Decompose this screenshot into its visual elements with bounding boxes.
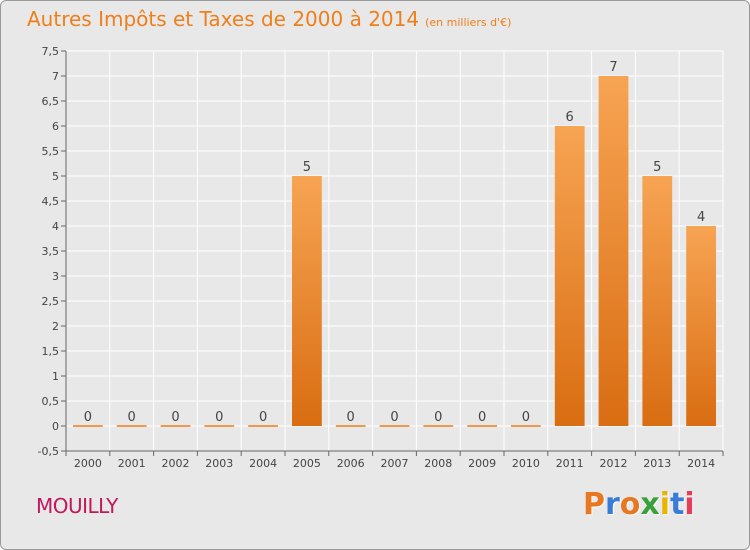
commune-name: MOUILLY xyxy=(36,494,118,518)
bar-value-label: 0 xyxy=(478,410,486,425)
y-tick-label: 2 xyxy=(52,320,59,333)
y-tick-label: 1,5 xyxy=(42,345,60,358)
bar-value-label: 0 xyxy=(128,410,136,425)
x-tick-label: 2011 xyxy=(556,457,584,470)
bar-value-label: 0 xyxy=(390,410,398,425)
bar-value-label: 0 xyxy=(215,410,223,425)
y-tick-label: 1 xyxy=(52,370,59,383)
y-tick-label: 5,5 xyxy=(42,145,60,158)
y-tick-label: 4 xyxy=(52,220,59,233)
x-tick-label: 2008 xyxy=(424,457,452,470)
y-tick-label: 6 xyxy=(52,120,59,133)
y-tick-label: 4,5 xyxy=(42,195,60,208)
bar xyxy=(686,226,716,426)
logo-letter: r xyxy=(605,487,620,522)
y-tick-label: 2,5 xyxy=(42,295,60,308)
x-tick-label: 2009 xyxy=(468,457,496,470)
y-tick-label: 7,5 xyxy=(42,45,60,58)
bar xyxy=(379,425,410,427)
bar-value-label: 0 xyxy=(259,410,267,425)
x-tick-label: 2006 xyxy=(337,457,365,470)
x-tick-label: 2003 xyxy=(205,457,233,470)
logo-letter: i xyxy=(684,487,695,522)
x-tick-label: 2012 xyxy=(600,457,628,470)
bar-value-label: 6 xyxy=(566,110,574,125)
bar xyxy=(116,425,147,427)
logo-letter: P xyxy=(583,487,605,522)
logo-letter: o xyxy=(619,487,641,522)
y-tick-label: 5 xyxy=(52,170,59,183)
bar xyxy=(598,76,629,426)
bar-value-label: 0 xyxy=(84,410,92,425)
bar xyxy=(160,425,191,427)
bar-value-label: 0 xyxy=(347,410,355,425)
bar-value-label: 5 xyxy=(303,160,311,175)
x-tick-label: 2014 xyxy=(687,457,715,470)
bar xyxy=(423,425,454,427)
x-tick-label: 2004 xyxy=(249,457,277,470)
bar xyxy=(335,425,366,427)
y-tick-label: 3,5 xyxy=(42,245,60,258)
logo-letter: t xyxy=(670,487,685,522)
x-tick-label: 2005 xyxy=(293,457,321,470)
bar xyxy=(642,176,673,426)
y-tick-label: 3 xyxy=(52,270,59,283)
bar-value-label: 0 xyxy=(522,410,530,425)
y-tick-label: 0 xyxy=(52,420,59,433)
y-tick-label: 0,5 xyxy=(42,395,60,408)
chart-title: Autres Impôts et Taxes de 2000 à 2014 (en… xyxy=(27,7,511,31)
bar xyxy=(511,425,541,427)
x-tick-label: 2013 xyxy=(643,457,671,470)
logo-letter: i xyxy=(659,487,671,522)
y-tick-label: 6,5 xyxy=(42,95,60,108)
chart-title-text: Autres Impôts et Taxes de 2000 à 2014 xyxy=(27,7,420,31)
bar xyxy=(467,425,497,427)
y-tick-label: 7 xyxy=(52,70,59,83)
proxiti-logo: Proxiti xyxy=(583,487,695,522)
bar xyxy=(248,425,278,427)
x-tick-label: 2007 xyxy=(381,457,409,470)
y-tick-label: -0,5 xyxy=(38,445,59,458)
x-tick-label: 2001 xyxy=(118,457,146,470)
bar xyxy=(292,176,322,426)
chart-subtitle: (en milliers d'€) xyxy=(425,16,512,29)
x-tick-label: 2000 xyxy=(74,457,102,470)
logo-letter: x xyxy=(640,487,660,522)
x-tick-label: 2010 xyxy=(512,457,540,470)
bar-value-label: 0 xyxy=(171,410,179,425)
bar xyxy=(73,425,103,427)
x-tick-label: 2002 xyxy=(162,457,190,470)
bar xyxy=(554,126,585,426)
bar-value-label: 7 xyxy=(609,60,617,75)
bar-value-label: 4 xyxy=(697,210,705,225)
bar-value-label: 5 xyxy=(653,160,661,175)
bar xyxy=(204,425,235,427)
bar-value-label: 0 xyxy=(434,410,442,425)
